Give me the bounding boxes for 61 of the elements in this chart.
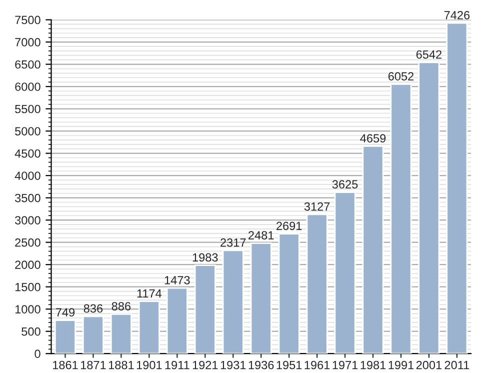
y-tick-label: 6500 [15, 60, 40, 69]
data-label: 1473 [164, 276, 190, 284]
y-tick-label: 3000 [15, 216, 40, 224]
x-tick-label: 2001 [416, 360, 442, 370]
x-tick-label: 1861 [53, 360, 78, 370]
y-tick-label: 1000 [15, 305, 40, 314]
data-label: 4659 [360, 134, 386, 143]
y-tick-label: 7500 [15, 16, 40, 24]
bar [362, 146, 384, 354]
bar [110, 313, 132, 354]
x-tick-label: 1991 [388, 360, 414, 370]
x-tick-label: 1881 [108, 360, 134, 370]
data-label: 7426 [444, 10, 470, 20]
x-tick-label: 1961 [304, 360, 330, 370]
data-label: 836 [84, 304, 103, 313]
data-label: 886 [112, 302, 131, 310]
data-label: 3625 [332, 180, 358, 189]
y-tick-label: 5000 [15, 127, 40, 136]
data-label: 1174 [137, 289, 162, 298]
x-tick-label: 1901 [136, 360, 162, 370]
data-label: 6542 [416, 50, 442, 59]
x-tick-label: 1911 [165, 360, 190, 370]
bar [446, 22, 468, 354]
y-tick-label: 3500 [15, 194, 40, 202]
x-tick-label: 1951 [276, 360, 302, 370]
data-label: 6052 [388, 72, 414, 80]
bar [222, 250, 244, 354]
bar [390, 84, 412, 354]
data-label: 3127 [304, 202, 330, 211]
y-tick-label: 4500 [14, 149, 40, 158]
bar [418, 62, 440, 354]
data-label: 2691 [276, 222, 302, 230]
y-tick-label: 7000 [15, 38, 40, 46]
x-tick-label: 1981 [360, 360, 386, 370]
y-tick-label: 2500 [15, 238, 40, 247]
y-tick-label: 500 [22, 327, 40, 336]
bar [250, 242, 272, 354]
x-tick-label: 1931 [220, 360, 246, 370]
data-label: 749 [56, 308, 75, 317]
y-tick-label: 2000 [15, 260, 40, 269]
bar [334, 192, 356, 354]
data-label: 2481 [248, 231, 274, 240]
y-tick-label: 1500 [15, 282, 40, 292]
y-tick-label: 5500 [15, 104, 40, 114]
y-tick-label: 6000 [15, 82, 40, 91]
y-tick-label: 4000 [14, 172, 40, 180]
bar [278, 233, 300, 354]
x-tick-label: 1871 [80, 360, 106, 370]
x-tick-label: 2011 [444, 360, 470, 370]
data-label: 2317 [220, 238, 246, 247]
bar [306, 214, 328, 354]
data-label: 1983 [192, 253, 218, 262]
x-tick-label: 1921 [192, 360, 218, 370]
bar [82, 316, 104, 354]
bar [194, 264, 216, 354]
bar [166, 287, 188, 354]
x-tick-label: 1936 [248, 360, 274, 370]
y-tick-label: 0 [34, 350, 40, 358]
bar [138, 300, 160, 354]
bar [54, 320, 76, 354]
x-tick-label: 1971 [332, 360, 358, 370]
